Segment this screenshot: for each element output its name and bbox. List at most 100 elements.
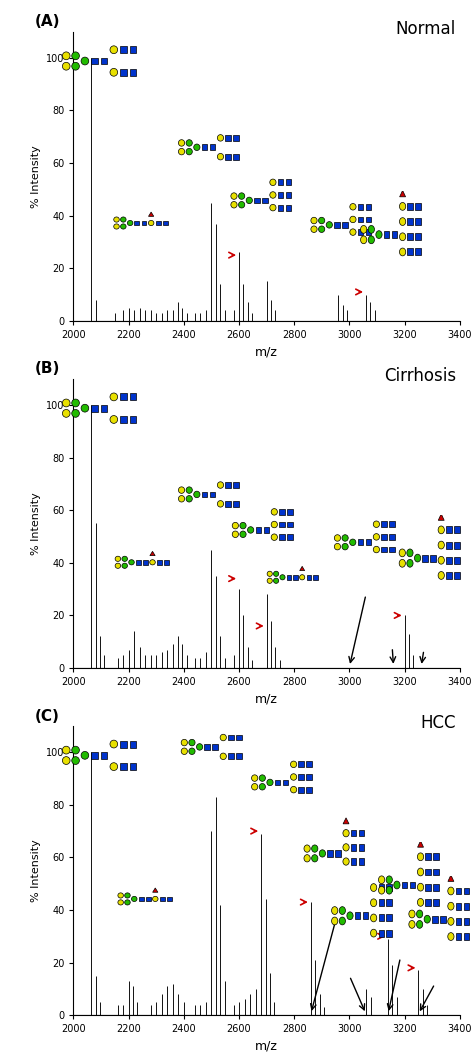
Circle shape bbox=[350, 539, 356, 546]
Circle shape bbox=[347, 912, 353, 919]
Bar bbox=[456, 933, 461, 940]
Bar bbox=[275, 780, 281, 785]
Bar bbox=[129, 416, 137, 423]
Circle shape bbox=[361, 236, 367, 244]
Circle shape bbox=[118, 899, 123, 905]
Circle shape bbox=[378, 886, 385, 894]
Bar bbox=[425, 853, 431, 861]
Bar bbox=[136, 560, 141, 565]
Bar bbox=[327, 850, 333, 856]
Bar bbox=[293, 575, 298, 580]
Circle shape bbox=[448, 917, 454, 926]
Circle shape bbox=[72, 756, 79, 765]
Bar bbox=[225, 135, 231, 141]
Circle shape bbox=[334, 534, 341, 541]
Bar bbox=[167, 896, 172, 902]
Bar bbox=[365, 540, 371, 545]
Circle shape bbox=[399, 549, 405, 557]
Circle shape bbox=[373, 533, 380, 540]
Circle shape bbox=[63, 746, 70, 754]
Circle shape bbox=[110, 68, 118, 76]
Circle shape bbox=[259, 784, 265, 790]
Bar bbox=[357, 540, 363, 545]
Bar bbox=[202, 491, 207, 498]
Bar bbox=[440, 915, 446, 923]
Circle shape bbox=[386, 886, 392, 894]
Bar bbox=[129, 393, 137, 401]
Bar bbox=[366, 204, 371, 209]
Circle shape bbox=[448, 903, 454, 910]
Circle shape bbox=[300, 574, 305, 580]
Bar bbox=[351, 830, 356, 836]
Circle shape bbox=[125, 899, 130, 905]
Circle shape bbox=[194, 144, 200, 150]
Bar bbox=[446, 542, 452, 548]
Bar bbox=[225, 482, 231, 488]
Bar bbox=[254, 198, 260, 203]
Circle shape bbox=[240, 531, 246, 538]
Bar bbox=[287, 534, 293, 540]
Bar bbox=[432, 915, 438, 923]
Circle shape bbox=[178, 140, 185, 146]
Circle shape bbox=[409, 920, 415, 928]
Bar bbox=[351, 858, 356, 865]
Circle shape bbox=[368, 225, 374, 234]
Circle shape bbox=[417, 920, 423, 928]
Circle shape bbox=[343, 830, 349, 836]
Circle shape bbox=[63, 409, 70, 418]
Circle shape bbox=[231, 193, 237, 199]
Circle shape bbox=[350, 203, 356, 210]
Bar bbox=[299, 774, 304, 780]
Bar bbox=[135, 221, 139, 225]
Bar bbox=[379, 884, 384, 891]
Bar bbox=[464, 918, 469, 925]
Circle shape bbox=[194, 491, 200, 498]
Circle shape bbox=[371, 914, 377, 922]
Bar bbox=[164, 560, 169, 565]
Circle shape bbox=[448, 887, 454, 895]
Text: (C): (C) bbox=[35, 709, 60, 724]
Circle shape bbox=[150, 560, 155, 565]
Bar bbox=[100, 752, 108, 758]
Circle shape bbox=[291, 774, 297, 781]
Bar bbox=[157, 560, 162, 565]
Bar bbox=[358, 229, 364, 235]
Circle shape bbox=[438, 526, 444, 533]
Circle shape bbox=[72, 409, 79, 418]
Bar bbox=[129, 763, 137, 770]
Circle shape bbox=[110, 393, 118, 401]
Bar bbox=[384, 231, 390, 238]
Bar bbox=[379, 914, 384, 922]
Circle shape bbox=[270, 191, 276, 198]
Circle shape bbox=[319, 226, 325, 232]
Circle shape bbox=[400, 232, 406, 241]
Circle shape bbox=[267, 579, 273, 584]
Circle shape bbox=[326, 222, 332, 228]
Bar bbox=[433, 853, 439, 861]
Circle shape bbox=[343, 857, 349, 865]
Circle shape bbox=[238, 193, 245, 199]
Circle shape bbox=[400, 202, 406, 210]
Bar bbox=[342, 222, 348, 228]
Bar bbox=[278, 193, 283, 198]
Bar bbox=[334, 222, 340, 228]
Circle shape bbox=[271, 508, 277, 515]
Circle shape bbox=[311, 845, 318, 852]
Bar bbox=[386, 884, 392, 891]
Bar bbox=[160, 896, 165, 902]
Circle shape bbox=[63, 399, 70, 407]
Bar bbox=[228, 734, 234, 741]
Y-axis label: % Intensity: % Intensity bbox=[30, 839, 40, 902]
Circle shape bbox=[72, 746, 79, 754]
Circle shape bbox=[247, 527, 254, 533]
Bar bbox=[278, 180, 283, 185]
Bar bbox=[255, 527, 261, 533]
Bar bbox=[389, 534, 395, 540]
Bar bbox=[464, 888, 469, 894]
Bar bbox=[287, 575, 291, 580]
Circle shape bbox=[373, 521, 380, 527]
Bar bbox=[91, 752, 98, 758]
Circle shape bbox=[186, 487, 192, 493]
Y-axis label: % Intensity: % Intensity bbox=[30, 492, 40, 554]
Bar bbox=[430, 554, 436, 562]
